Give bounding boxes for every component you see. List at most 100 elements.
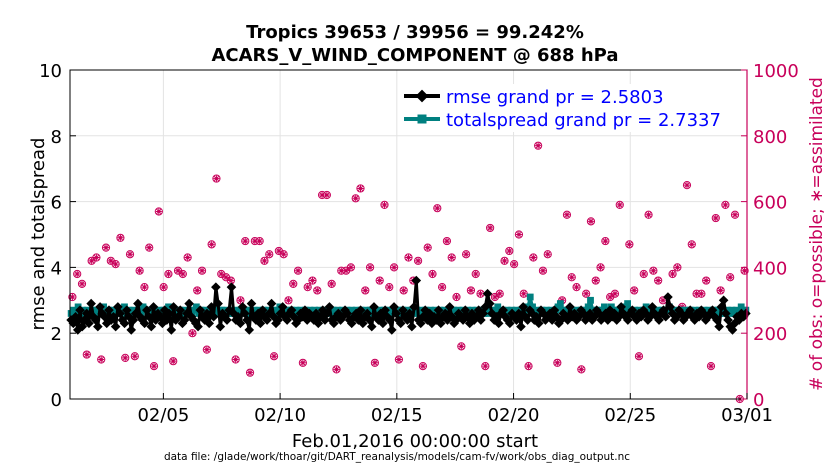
obs-assimilated-point (472, 270, 479, 277)
obs-possible-point (178, 269, 187, 279)
obs-possible-point (197, 266, 207, 275)
obs-assimilated-point (122, 354, 129, 361)
obs-possible-point (591, 276, 600, 285)
obs-possible-point (524, 362, 533, 371)
obs-possible-point (313, 286, 322, 295)
obs-possible-point (140, 283, 149, 292)
obs-assimilated-point (635, 353, 642, 360)
totalspread-point (494, 303, 502, 311)
obs-assimilated-point (501, 257, 508, 264)
obs-assimilated-point (597, 264, 604, 271)
rmse-point (204, 318, 214, 329)
obs-assimilated-point (405, 254, 412, 261)
obs-assimilated-point (424, 244, 431, 251)
obs-assimilated-point (535, 142, 542, 149)
obs-assimilated-point (155, 208, 162, 215)
right-axis-ticks: 0 200 400 600 800 1000 (741, 61, 799, 411)
obs-possible-point (164, 269, 173, 279)
obs-assimilated-point (290, 280, 297, 287)
obs-possible-point (389, 263, 399, 272)
obs-possible-point (169, 357, 178, 366)
obs-possible-point (212, 174, 221, 183)
obs-assimilated-point (237, 297, 244, 304)
left-tick-label: 0 (51, 390, 62, 411)
obs-possible-point (332, 365, 341, 374)
obs-assimilated-point (530, 254, 537, 261)
obs-assimilated-point (232, 356, 239, 363)
obs-assimilated-point (127, 251, 134, 258)
rmse-point (119, 318, 130, 329)
obs-possible-point (625, 240, 634, 249)
obs-assimilated-point (304, 284, 311, 291)
obs-assimilated-point (266, 251, 273, 258)
obs-assimilated-point (741, 267, 748, 274)
obs-possible-point (687, 240, 696, 249)
obs-assimilated-point (175, 267, 182, 274)
obs-assimilated-point (698, 290, 705, 297)
obs-possible-point (260, 256, 269, 265)
legend: rmse grand pr = 2.5803 totalspread grand… (398, 84, 738, 132)
obs-possible-point (414, 256, 423, 265)
obs-assimilated-point (352, 195, 359, 202)
obs-possible-point (481, 362, 490, 371)
obs-assimilated-point (319, 192, 326, 199)
obs-possible-point (721, 200, 730, 209)
obs-assimilated-point (194, 287, 201, 294)
obs-assimilated-point (165, 270, 172, 277)
totalspread-point (529, 303, 536, 311)
obs-possible-point (471, 269, 480, 279)
obs-possible-point (730, 210, 740, 219)
obs-assimilated-point (717, 287, 724, 294)
left-tick-label: 4 (51, 258, 62, 279)
obs-assimilated-point (731, 211, 738, 218)
obs-assimilated-point (583, 290, 590, 297)
obs-assimilated-point (386, 284, 393, 291)
obs-assimilated-point (295, 267, 302, 274)
obs-possible-point (615, 200, 624, 209)
obs-assimilated-point (98, 356, 105, 363)
obs-assimilated-point (491, 294, 498, 301)
right-tick-label: 1000 (753, 61, 799, 82)
obs-assimilated-point (328, 280, 335, 287)
obs-assimilated-point (674, 264, 681, 271)
obs-assimilated-point (203, 346, 210, 353)
obs-assimilated-point (160, 284, 167, 291)
obs-possible-point (500, 256, 509, 265)
obs-possible-point (135, 266, 144, 275)
obs-possible-point (466, 286, 476, 295)
obs-assimilated-point (333, 366, 340, 373)
obs-possible-point (634, 352, 644, 361)
rmse-point (522, 315, 533, 325)
obs-assimilated-point (261, 257, 268, 264)
obs-assimilated-point (688, 241, 695, 248)
totalspread-point (601, 303, 608, 311)
x-tick-label: 02/15 (371, 405, 423, 426)
obs-possible-point (452, 292, 461, 302)
obs-possible-point (543, 250, 552, 259)
obs-possible-point (231, 355, 240, 364)
obs-possible-point (145, 243, 154, 252)
legend-spread-label: totalspread grand pr = 2.7337 (446, 110, 721, 131)
obs-assimilated-point (362, 287, 369, 294)
rmse-point (493, 318, 504, 329)
obs-assimilated-point (727, 274, 734, 281)
left-tick-label: 8 (51, 127, 62, 148)
right-tick-label: 0 (753, 390, 764, 411)
legend-spread-marker (417, 114, 427, 124)
obs-assimilated-point (477, 290, 484, 297)
obs-possible-point (73, 269, 82, 279)
obs-count-markers (68, 141, 749, 404)
obs-assimilated-point (218, 270, 225, 277)
obs-possible-point (365, 263, 375, 272)
rmse-point (663, 292, 673, 302)
obs-assimilated-point (458, 343, 465, 350)
obs-assimilated-point (107, 257, 114, 264)
obs-possible-point (668, 269, 677, 279)
obs-possible-point (510, 260, 519, 269)
obs-assimilated-point (578, 366, 585, 373)
obs-possible-point (154, 207, 163, 216)
obs-possible-point (577, 365, 586, 374)
obs-assimilated-point (256, 238, 263, 245)
obs-assimilated-point (568, 274, 575, 281)
obs-possible-point (183, 253, 192, 262)
